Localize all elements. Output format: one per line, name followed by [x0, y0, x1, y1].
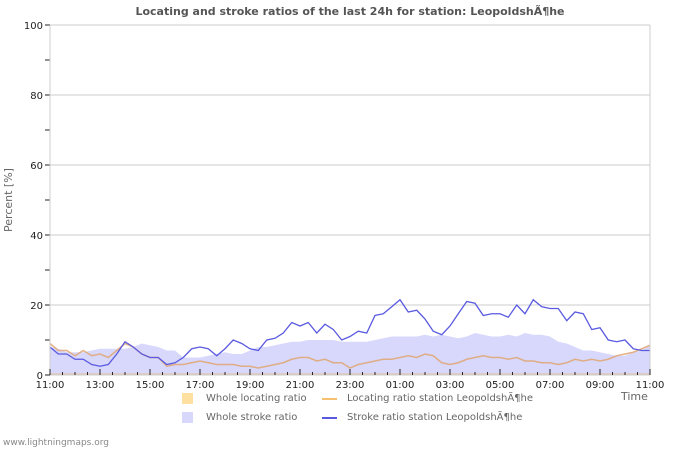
svg-text:23:00: 23:00 [336, 380, 365, 391]
svg-text:19:00: 19:00 [236, 380, 265, 391]
y-axis-label: Percent [%] [2, 168, 15, 232]
svg-text:11:00: 11:00 [36, 380, 65, 391]
legend-whole-stroke: Whole stroke ratio [182, 412, 297, 423]
legend-swatch-whole-stroke [182, 412, 193, 423]
svg-text:40: 40 [30, 231, 43, 242]
x-axis-label: Time [621, 390, 648, 403]
svg-text:05:00: 05:00 [486, 380, 515, 391]
legend-line-locating-station [322, 397, 337, 400]
legend-label: Stroke ratio station LeopoldshÃ¶he [347, 412, 523, 423]
legend-swatch-whole-locating [182, 393, 193, 404]
legend-label: Locating ratio station LeopoldshÃ¶he [347, 393, 534, 404]
svg-text:0: 0 [37, 371, 43, 382]
line-series [49, 298, 651, 369]
legend-label: Whole stroke ratio [206, 412, 298, 423]
svg-text:01:00: 01:00 [386, 380, 415, 391]
svg-text:100: 100 [24, 21, 43, 32]
legend-label: Whole locating ratio [206, 393, 307, 404]
grid-lines [50, 24, 650, 306]
svg-text:15:00: 15:00 [136, 380, 165, 391]
legend-whole-locating: Whole locating ratio [182, 393, 307, 404]
svg-text:09:00: 09:00 [586, 380, 615, 391]
svg-text:80: 80 [30, 91, 43, 102]
svg-text:17:00: 17:00 [186, 380, 215, 391]
footer-link[interactable]: www.lightningmaps.org [3, 438, 109, 448]
svg-text:20: 20 [30, 301, 43, 312]
axes: 0 20 40 60 80 100 11:00 13:00 15:00 17:00 19:00 21:… [24, 21, 665, 391]
svg-text:11:00: 11:00 [636, 380, 665, 391]
legend-line-stroke-station [322, 416, 337, 419]
svg-text:13:00: 13:00 [86, 380, 115, 391]
chart-title: Locating and stroke ratios of the last 2… [135, 5, 565, 18]
svg-text:07:00: 07:00 [536, 380, 565, 391]
svg-text:60: 60 [30, 161, 43, 172]
legend-locating-station: Locating ratio station LeopoldshÃ¶he [322, 393, 533, 404]
svg-text:21:00: 21:00 [286, 380, 315, 391]
svg-text:03:00: 03:00 [436, 380, 465, 391]
legend-stroke-station: Stroke ratio station LeopoldshÃ¶he [322, 412, 522, 423]
